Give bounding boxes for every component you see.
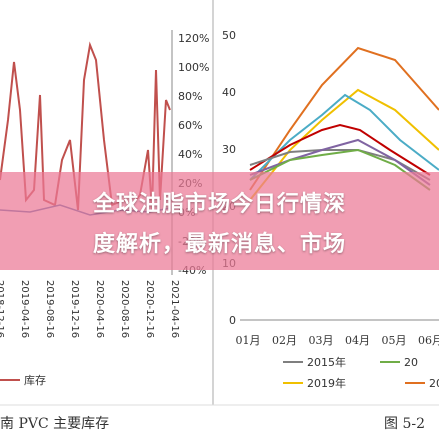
right-x-labels: 01月 02月 03月 04月 05月 06月 xyxy=(236,334,439,347)
left-x-labels: 2018-12-16 2019-04-16 2019-08-16 2019-12-16… xyxy=(0,280,180,338)
legend-label: 库存 xyxy=(24,373,46,387)
line-2019 xyxy=(249,88,439,201)
x-tick-label: 2019-08-16 xyxy=(44,280,55,338)
line-red xyxy=(249,123,431,176)
y-tick-label: 60% xyxy=(178,119,202,132)
y-tick-label: 40% xyxy=(178,148,202,161)
x-tick-label: 2020-04-16 xyxy=(94,280,105,338)
x-tick-label: 05月 xyxy=(382,334,407,347)
legend-label: 20 xyxy=(404,356,418,369)
x-tick-label: 2018-12-16 xyxy=(0,280,5,338)
y-tick-label: 0 xyxy=(229,314,236,327)
right-caption: 图 5-2 xyxy=(384,416,425,432)
y-tick-label: 100% xyxy=(178,61,209,74)
title-banner: 全球油脂市场今日行情深 度解析，最新消息、市场 xyxy=(0,172,439,270)
line-green xyxy=(249,148,431,191)
x-tick-label: 2019-12-16 xyxy=(69,280,80,338)
legend-label: 2019年 xyxy=(307,376,346,390)
x-tick-label: 02月 xyxy=(272,334,297,347)
x-tick-label: 2019-04-16 xyxy=(19,280,30,338)
y-tick-label: 120% xyxy=(178,32,209,45)
y-tick-label: 80% xyxy=(178,90,202,103)
line-blue xyxy=(249,93,439,181)
y-tick-label: 30 xyxy=(222,143,236,156)
x-tick-label: 2021-04-16 xyxy=(169,280,180,338)
y-tick-label: 40 xyxy=(222,86,236,99)
x-tick-label: 06月 xyxy=(418,334,439,347)
x-tick-label: 2020-08-16 xyxy=(119,280,130,338)
left-caption: 南 PVC 主要库存 xyxy=(0,416,109,432)
line-orange xyxy=(249,46,439,191)
legend-label: 20 xyxy=(429,377,439,390)
x-tick-label: 01月 xyxy=(236,334,261,347)
x-tick-label: 2020-12-16 xyxy=(144,280,155,338)
title-line: 度解析，最新消息、市场 xyxy=(92,232,346,257)
x-tick-label: 04月 xyxy=(345,334,370,347)
x-tick-label: 03月 xyxy=(309,334,334,347)
title-line: 全球油脂市场今日行情深 xyxy=(92,192,346,217)
legend-label: 2015年 xyxy=(307,355,346,369)
y-tick-label: 50 xyxy=(222,29,236,42)
